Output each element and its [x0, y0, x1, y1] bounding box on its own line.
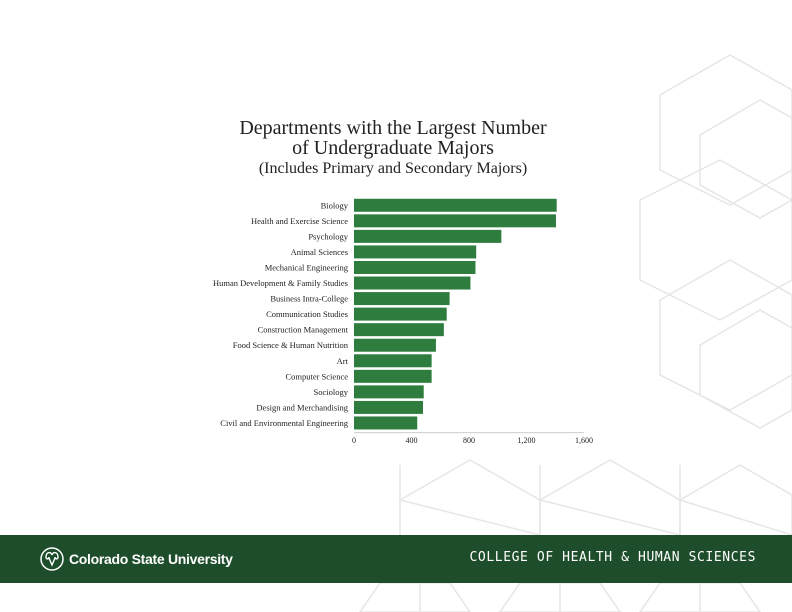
- chart-title-line-2: of Undergraduate Majors: [292, 137, 494, 159]
- college-name: COLLEGE OF HEALTH & HUMAN SCIENCES: [469, 550, 756, 565]
- chart-title-line-1: Departments with the Largest Number: [239, 117, 547, 139]
- bar: [354, 323, 444, 337]
- university-name: Colorado State University: [69, 551, 233, 567]
- bar: [354, 416, 418, 430]
- category-label: Food Science & Human Nutrition: [233, 340, 349, 350]
- category-label: Mechanical Engineering: [265, 262, 349, 272]
- bar: [354, 385, 424, 399]
- category-label: Civil and Environmental Engineering: [220, 418, 348, 428]
- bar: [354, 307, 447, 321]
- bar: [354, 260, 476, 274]
- bar: [354, 400, 423, 414]
- category-label: Design and Merchandising: [256, 402, 348, 412]
- chart-subtitle: (Includes Primary and Secondary Majors): [258, 160, 528, 177]
- category-label: Biology: [321, 200, 349, 210]
- bar: [354, 354, 432, 368]
- category-label: Health and Exercise Science: [251, 216, 348, 226]
- category-label: Psychology: [308, 231, 348, 241]
- category-label: Business Intra-College: [270, 294, 348, 304]
- category-label: Sociology: [314, 387, 349, 397]
- bar: [354, 292, 450, 306]
- bar: [354, 369, 432, 383]
- bar: [354, 198, 557, 212]
- x-tick-label: 800: [463, 436, 475, 445]
- category-label: Communication Studies: [266, 309, 348, 319]
- bar: [354, 229, 502, 243]
- bar: [354, 276, 471, 290]
- category-label: Construction Management: [258, 325, 349, 335]
- bar: [354, 214, 556, 228]
- chart-title: Departments with the Largest Number of U…: [200, 118, 586, 178]
- x-tick-label: 0: [352, 436, 356, 445]
- x-tick-label: 1,600: [575, 436, 593, 445]
- bar: [354, 338, 436, 352]
- university-logo[interactable]: Colorado State University: [40, 546, 233, 572]
- x-tick-label: 400: [406, 436, 418, 445]
- category-label: Human Development & Family Studies: [213, 278, 348, 288]
- x-tick-label: 1,200: [518, 436, 536, 445]
- category-label: Art: [337, 356, 349, 366]
- ram-icon: [40, 547, 64, 571]
- category-label: Animal Sciences: [291, 247, 348, 257]
- bar: [354, 245, 477, 259]
- category-label: Computer Science: [285, 371, 348, 381]
- footer-bar: Colorado State University COLLEGE OF HEA…: [0, 535, 792, 583]
